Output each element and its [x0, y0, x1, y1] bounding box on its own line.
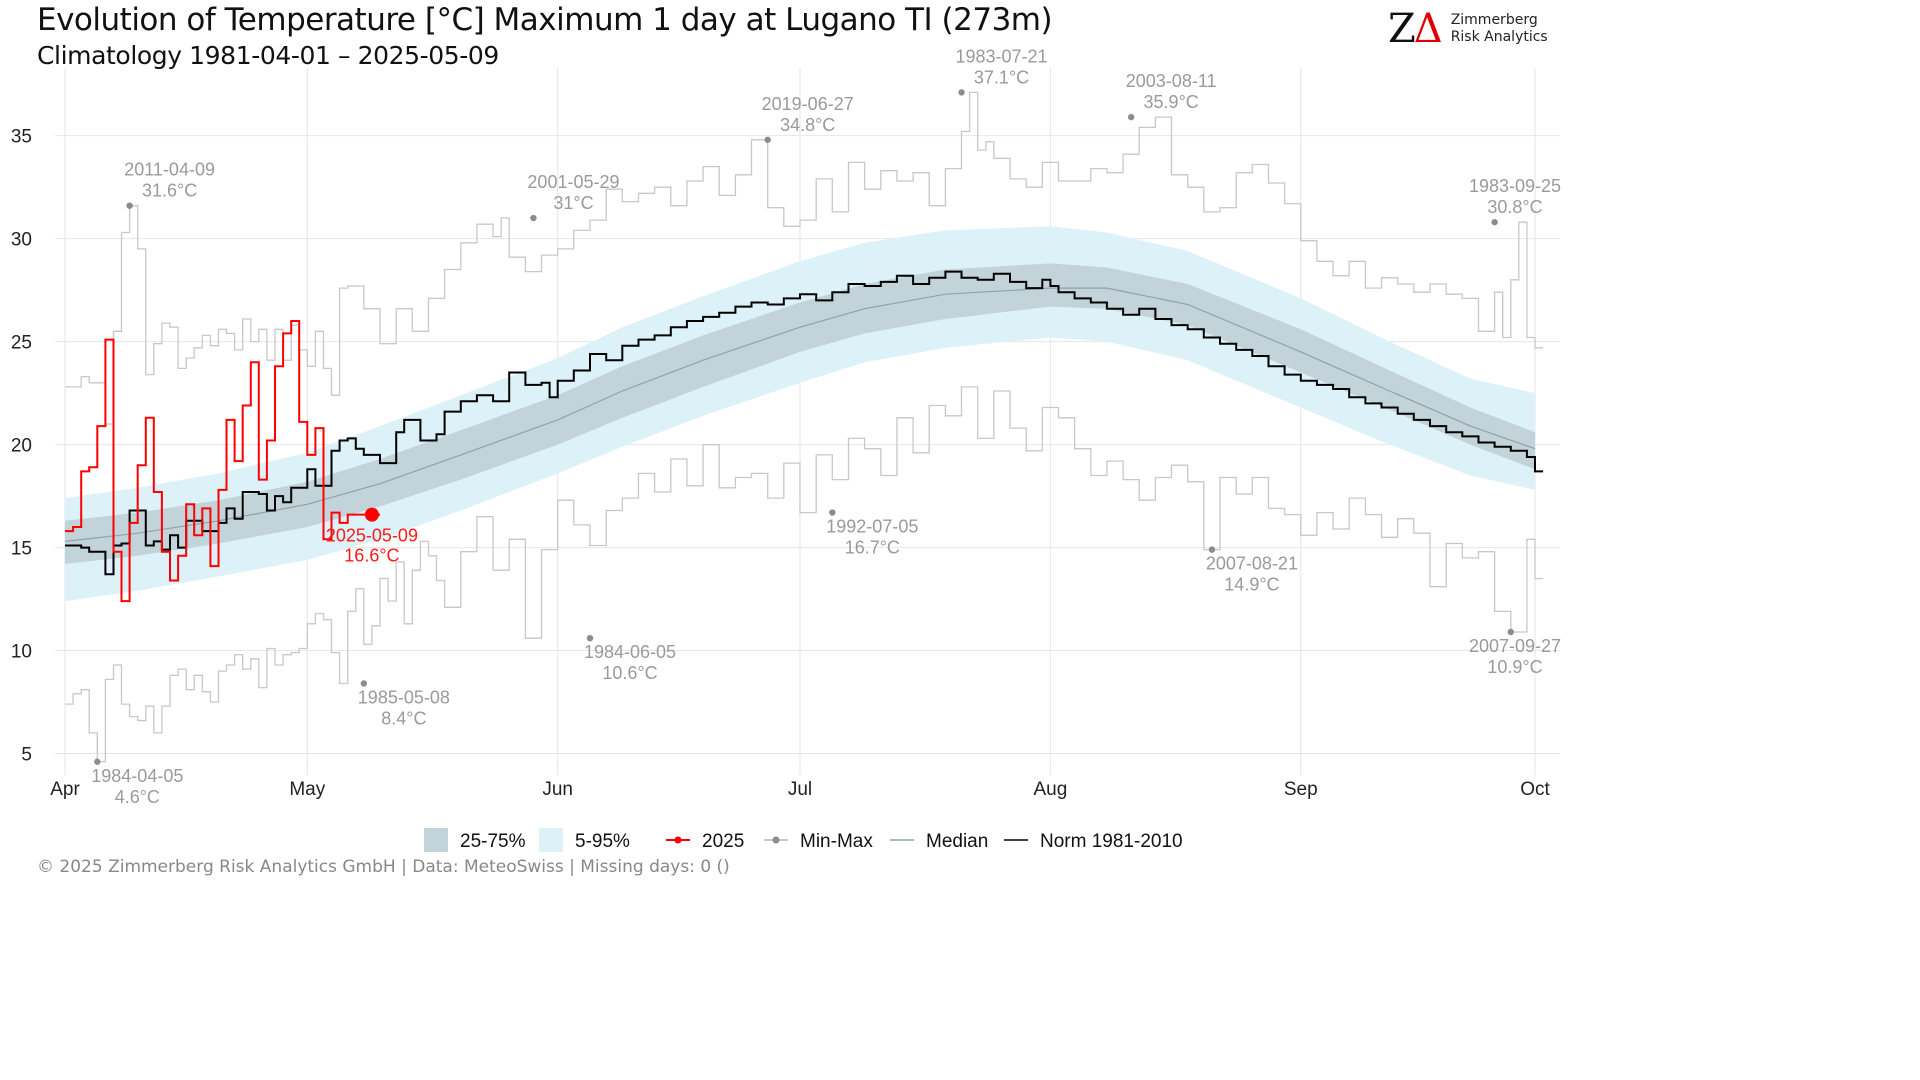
norm-line: [65, 270, 1544, 576]
legend-swatch: [424, 828, 448, 852]
y-tick-label: 25: [11, 333, 32, 354]
x-tick-label: Jul: [788, 779, 812, 800]
record-value-label: 14.9°C: [1224, 575, 1279, 595]
y-tick-label: 5: [21, 745, 32, 766]
record-value-label: 10.9°C: [1487, 657, 1542, 677]
max-record-line: [65, 91, 1544, 425]
record-point: [586, 634, 594, 642]
record-date-label: 2007-09-27: [1469, 636, 1561, 656]
median-line: [64, 287, 1536, 542]
record-point: [958, 89, 965, 96]
legend-swatch-dot: [772, 836, 780, 844]
record-value-label: 16.7°C: [845, 538, 900, 558]
record-value-label: 37.1°C: [974, 67, 1029, 87]
y-tick-label: 20: [11, 436, 32, 457]
x-tick-label: Apr: [50, 779, 80, 800]
y-tick-label: 10: [11, 642, 32, 663]
y-tick-label: 15: [11, 539, 32, 560]
chart-title: Evolution of Temperature [°C] Maximum 1 …: [37, 2, 1053, 38]
record-value-label: 8.4°C: [381, 709, 426, 729]
axis-labels: 5 10 15 20 25 30 35 Apr May Jun Jul Aug Sep Oct: [11, 127, 1551, 800]
legend-swatch: [539, 828, 563, 852]
x-tick-label: Oct: [1520, 779, 1550, 800]
record-value-label: 30.8°C: [1487, 197, 1542, 217]
record-point: [1127, 113, 1135, 121]
record-value-label: 4.6°C: [115, 787, 160, 807]
record-point: [764, 136, 771, 143]
y-tick-label: 30: [11, 230, 32, 251]
x-tick-label: May: [289, 779, 325, 800]
record-value-label: 31.6°C: [142, 181, 197, 201]
current-date-label: 2025-05-09: [326, 526, 418, 546]
record-date-label: 2007-08-21: [1206, 554, 1298, 574]
current-value-label: 16.6°C: [344, 546, 399, 566]
record-value-label: 34.8°C: [780, 115, 835, 135]
record-date-label: 1985-05-08: [358, 688, 450, 708]
footer-credits: © 2025 Zimmerberg Risk Analytics GmbH | …: [37, 857, 730, 877]
record-date-label: 1984-06-05: [584, 642, 676, 662]
record-point: [1208, 546, 1216, 553]
grid-lines: [55, 68, 1560, 775]
record-date-label: 1983-07-21: [955, 46, 1047, 66]
y-tick-label: 35: [11, 127, 32, 148]
x-tick-label: Jun: [542, 779, 573, 800]
record-value-label: 10.6°C: [602, 663, 657, 683]
min-record-line: [65, 386, 1544, 763]
record-date-label: 2019-06-27: [762, 94, 854, 114]
legend: 25-75% 5-95% 2025 Min-Max Median Norm 1981-20…: [424, 828, 1183, 852]
legend-label: 2025: [702, 831, 744, 852]
legend-swatch-dot: [674, 836, 682, 844]
logo-text-line2: Risk Analytics: [1450, 29, 1548, 45]
x-tick-label: Aug: [1033, 779, 1067, 800]
current-year-line: [65, 320, 380, 603]
record-date-label: 1983-09-25: [1469, 176, 1561, 196]
record-point: [360, 680, 368, 687]
record-point: [126, 202, 133, 209]
record-point: [1507, 628, 1514, 636]
logo-z-letter: Z: [1388, 6, 1416, 52]
band-25-75: [65, 263, 1535, 564]
record-value-label: 31°C: [553, 193, 593, 213]
legend-label: 5-95%: [575, 831, 630, 852]
legend-label: Median: [926, 831, 988, 852]
legend-label: Norm 1981-2010: [1040, 831, 1183, 852]
record-point: [829, 509, 836, 516]
x-tick-label: Sep: [1284, 779, 1318, 800]
annotation-points: [94, 89, 1514, 765]
current-point: [364, 507, 379, 522]
record-date-label: 1984-04-05: [91, 766, 183, 786]
record-date-label: 1992-07-05: [826, 517, 918, 537]
record-date-label: 2003-08-11: [1126, 71, 1217, 91]
record-point: [1491, 218, 1498, 226]
series-lines: [64, 91, 1544, 763]
record-point: [530, 214, 537, 222]
logo-text: Zimmerberg Risk Analytics: [1451, 12, 1548, 46]
logo-delta-symbol: Δ: [1413, 6, 1443, 52]
legend-label: Min-Max: [800, 831, 873, 852]
record-point: [94, 758, 101, 765]
record-date-label: 2001-05-29: [527, 172, 619, 192]
record-value-label: 35.9°C: [1144, 92, 1199, 112]
legend-label: 25-75%: [460, 831, 526, 852]
logo-text-line1: Zimmerberg: [1450, 12, 1538, 28]
chart-subtitle: Climatology 1981-04-01 – 2025-05-09: [37, 41, 499, 70]
record-date-label: 2011-04-09: [124, 160, 215, 180]
